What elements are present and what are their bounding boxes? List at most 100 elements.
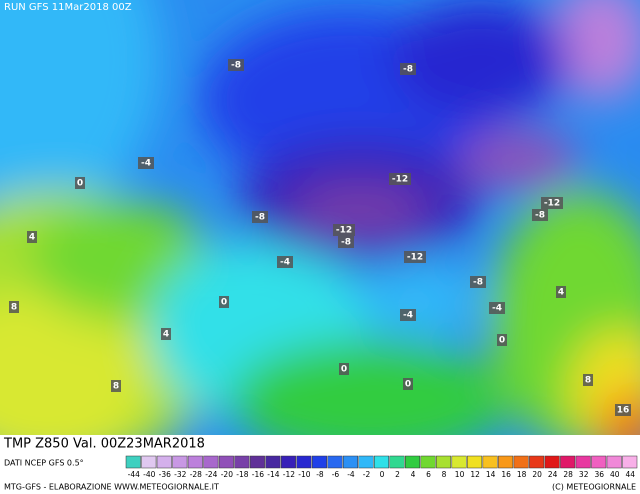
legend-tick-label: 6	[426, 470, 431, 479]
legend-swatch	[575, 455, 591, 469]
legend-swatch	[544, 455, 560, 469]
contour-label: 4	[29, 233, 35, 243]
legend-tick-label: -40	[143, 470, 155, 479]
run-label: RUN GFS 11Mar2018 00Z	[4, 2, 132, 13]
label-box	[404, 251, 426, 263]
legend-swatch	[529, 455, 545, 469]
legend-swatch	[591, 455, 607, 469]
contour-label: -4	[141, 159, 151, 169]
label-box	[219, 296, 229, 308]
label-box	[583, 374, 593, 386]
label-box	[497, 334, 507, 346]
contour-label: 0	[405, 380, 411, 390]
legend-tick-label: 28	[563, 470, 573, 479]
legend-tick-label: -10	[298, 470, 310, 479]
legend-swatch	[498, 455, 514, 469]
legend-swatch	[141, 455, 157, 469]
label-box	[9, 301, 19, 313]
label-box	[138, 157, 154, 169]
label-box	[161, 328, 171, 340]
legend-tick-label: -28	[190, 470, 202, 479]
label-box	[277, 256, 293, 268]
contour-label: 0	[341, 365, 347, 375]
legend-tick-label: 16	[501, 470, 511, 479]
legend-swatch	[203, 455, 219, 469]
title: TMP Z850 Val. 00Z23MAR2018	[3, 437, 205, 452]
legend-swatch	[606, 455, 622, 469]
legend-swatch	[265, 455, 281, 469]
legend-swatch	[451, 455, 467, 469]
legend-tick-label: 32	[579, 470, 589, 479]
contour-label: 0	[77, 179, 83, 189]
legend-swatch	[296, 455, 312, 469]
label-box	[400, 309, 416, 321]
legend-tick-label: -44	[128, 470, 140, 479]
label-box	[615, 404, 631, 416]
legend-tick-label: 10	[455, 470, 465, 479]
legend-swatch	[622, 455, 638, 469]
label-box	[541, 197, 563, 209]
legend-swatch	[234, 455, 250, 469]
legend-tick-label: 14	[486, 470, 496, 479]
legend-tick-label: -2	[363, 470, 371, 479]
legend-swatch	[156, 455, 172, 469]
label-box	[111, 380, 121, 392]
legend-tick-label: 18	[517, 470, 527, 479]
legend-swatch	[172, 455, 188, 469]
legend-tick-label: -18	[236, 470, 248, 479]
legend-tick-label: -8	[316, 470, 324, 479]
contour-label: 8	[585, 376, 591, 386]
legend-swatch	[436, 455, 452, 469]
contour-label: -12	[407, 253, 423, 263]
label-box	[228, 59, 244, 71]
legend-swatch	[560, 455, 576, 469]
legend-tick-label: 4	[411, 470, 416, 479]
label-box	[252, 211, 268, 223]
contour-label: -8	[341, 238, 351, 248]
legend-tick-label: -12	[283, 470, 295, 479]
legend-swatch	[405, 455, 421, 469]
contour-label: -8	[535, 211, 545, 221]
label-box	[470, 276, 486, 288]
legend-tick-label: 20	[532, 470, 542, 479]
contour-label: 0	[499, 336, 505, 346]
contour-label: -8	[403, 65, 413, 75]
source: DATI NCEP GFS 0.5°	[4, 459, 84, 468]
legend-tick-label: 36	[594, 470, 604, 479]
label-box	[400, 63, 416, 75]
footer-right: (C) METEOGIORNALE	[552, 483, 636, 492]
legend-swatch	[373, 455, 390, 469]
legend-swatch	[513, 455, 529, 469]
contour-label: -12	[336, 226, 352, 236]
label-box	[338, 236, 354, 248]
label-box	[489, 302, 505, 314]
label-box	[339, 363, 349, 375]
legend-swatch	[389, 455, 405, 469]
legend-tick-label: 44	[625, 470, 635, 479]
legend-swatch	[280, 455, 296, 469]
legend-tick-label: 2	[395, 470, 400, 479]
contour-label: -8	[255, 213, 265, 223]
legend-tick-label: -20	[221, 470, 233, 479]
contour-label: -8	[473, 278, 483, 288]
legend-tick-label: -4	[347, 470, 355, 479]
legend-swatch	[467, 455, 483, 469]
legend-swatch	[125, 455, 141, 469]
legend-swatch	[187, 455, 203, 469]
legend-tick-label: -6	[332, 470, 340, 479]
label-box	[75, 177, 85, 189]
contour-label: 16	[617, 406, 630, 416]
legend-swatch	[311, 455, 327, 469]
contour-label: 8	[113, 382, 119, 392]
legend-tick-label: 0	[380, 470, 385, 479]
legend-tick-label: 8	[442, 470, 447, 479]
contour-label: -12	[392, 175, 408, 185]
label-box	[556, 286, 566, 298]
temperature-field	[0, 0, 640, 435]
label-box	[389, 173, 411, 185]
contour-label: 0	[221, 298, 227, 308]
label-box	[403, 378, 413, 390]
contour-label: -4	[492, 304, 502, 314]
